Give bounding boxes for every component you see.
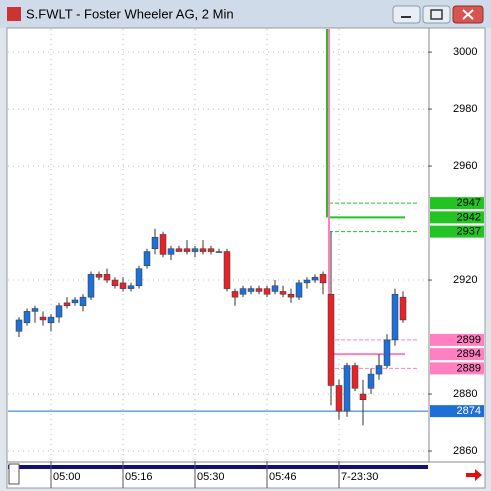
candle-body <box>199 248 207 252</box>
candle-body <box>159 234 167 255</box>
candle-body <box>391 294 399 341</box>
y-tick-label: 2860 <box>453 445 477 457</box>
candle-body <box>47 316 55 324</box>
candle-body <box>55 305 63 318</box>
price-tag-label: 2937 <box>457 226 481 238</box>
price-tag <box>430 362 484 375</box>
candle-body <box>239 288 247 295</box>
candle-body <box>311 276 319 281</box>
close-icon <box>462 9 474 20</box>
candle-body <box>103 274 111 281</box>
chart-area <box>6 27 486 489</box>
candle-body <box>271 285 279 292</box>
x-tick-label: 05:46 <box>269 471 297 483</box>
y-tick-label: 3000 <box>453 46 477 58</box>
candle-body <box>375 365 383 375</box>
scroll-right-arrow[interactable] <box>466 469 482 481</box>
candle-body <box>119 282 127 289</box>
y-tick-label: 2920 <box>453 274 477 286</box>
candle-body <box>247 288 255 292</box>
maximize-icon <box>430 9 443 20</box>
app-icon <box>7 7 21 21</box>
candle-body <box>343 365 351 412</box>
candle-body <box>327 294 335 386</box>
candle-body <box>215 251 223 253</box>
price-tag <box>430 348 484 361</box>
candle-body <box>87 274 95 298</box>
x-tick-label: 05:30 <box>197 471 225 483</box>
candle-body <box>183 248 191 252</box>
candle-body <box>279 291 287 295</box>
candle-body <box>207 248 215 252</box>
candle-body <box>295 282 303 298</box>
price-tag-label: 2874 <box>457 405 481 417</box>
maximize-button[interactable] <box>422 5 451 24</box>
price-tag <box>430 197 484 210</box>
scroll-thumb[interactable] <box>8 463 20 485</box>
candle-body <box>151 237 159 249</box>
x-tick-label: 05:00 <box>53 471 81 483</box>
price-tag-label: 2942 <box>457 211 481 223</box>
price-tag <box>430 405 484 418</box>
candle-body <box>175 248 183 252</box>
candle-body <box>359 393 367 400</box>
candle-body <box>143 251 151 267</box>
candle-body <box>31 308 39 312</box>
y-tick-label: 2960 <box>453 160 477 172</box>
candle-body <box>95 274 103 278</box>
price-tag-label: 2947 <box>457 197 481 209</box>
candle-body <box>263 288 271 295</box>
price-tag-label: 2899 <box>457 334 481 346</box>
price-tag-label: 2889 <box>457 362 481 374</box>
candle-body <box>335 385 343 412</box>
candle-body <box>255 288 263 292</box>
window-title: S.FWLT - Foster Wheeler AG, 2 Min <box>26 6 234 21</box>
candle-body <box>399 296 407 321</box>
candle-body <box>319 274 327 284</box>
candle-body <box>231 291 239 298</box>
candle-body <box>15 319 23 332</box>
candle-body <box>167 248 175 255</box>
candle-body <box>351 365 359 389</box>
candle-body <box>23 311 31 324</box>
candle-body <box>303 279 311 284</box>
scroll-bar[interactable] <box>8 465 428 469</box>
price-tag <box>430 225 484 238</box>
x-tick-label: 05:16 <box>125 471 153 483</box>
candle-body <box>71 299 79 304</box>
x-tick-label: 7-23:30 <box>341 471 378 483</box>
candle-body <box>63 302 71 306</box>
candle-body <box>127 285 135 289</box>
candle-body <box>383 339 391 366</box>
candle-body <box>191 248 199 252</box>
candle-body <box>223 251 231 289</box>
minimize-button[interactable] <box>392 5 421 24</box>
candle-body <box>79 296 87 306</box>
y-tick-label: 2880 <box>453 388 477 400</box>
price-tag <box>430 333 484 346</box>
price-tag-label: 2894 <box>457 348 481 360</box>
candle-body <box>367 373 375 389</box>
candle-body <box>111 279 119 286</box>
price-tag <box>430 211 484 224</box>
candle-body <box>135 268 143 286</box>
y-tick-label: 2980 <box>453 103 477 115</box>
candle-body <box>39 316 47 321</box>
candle-body <box>287 294 295 298</box>
